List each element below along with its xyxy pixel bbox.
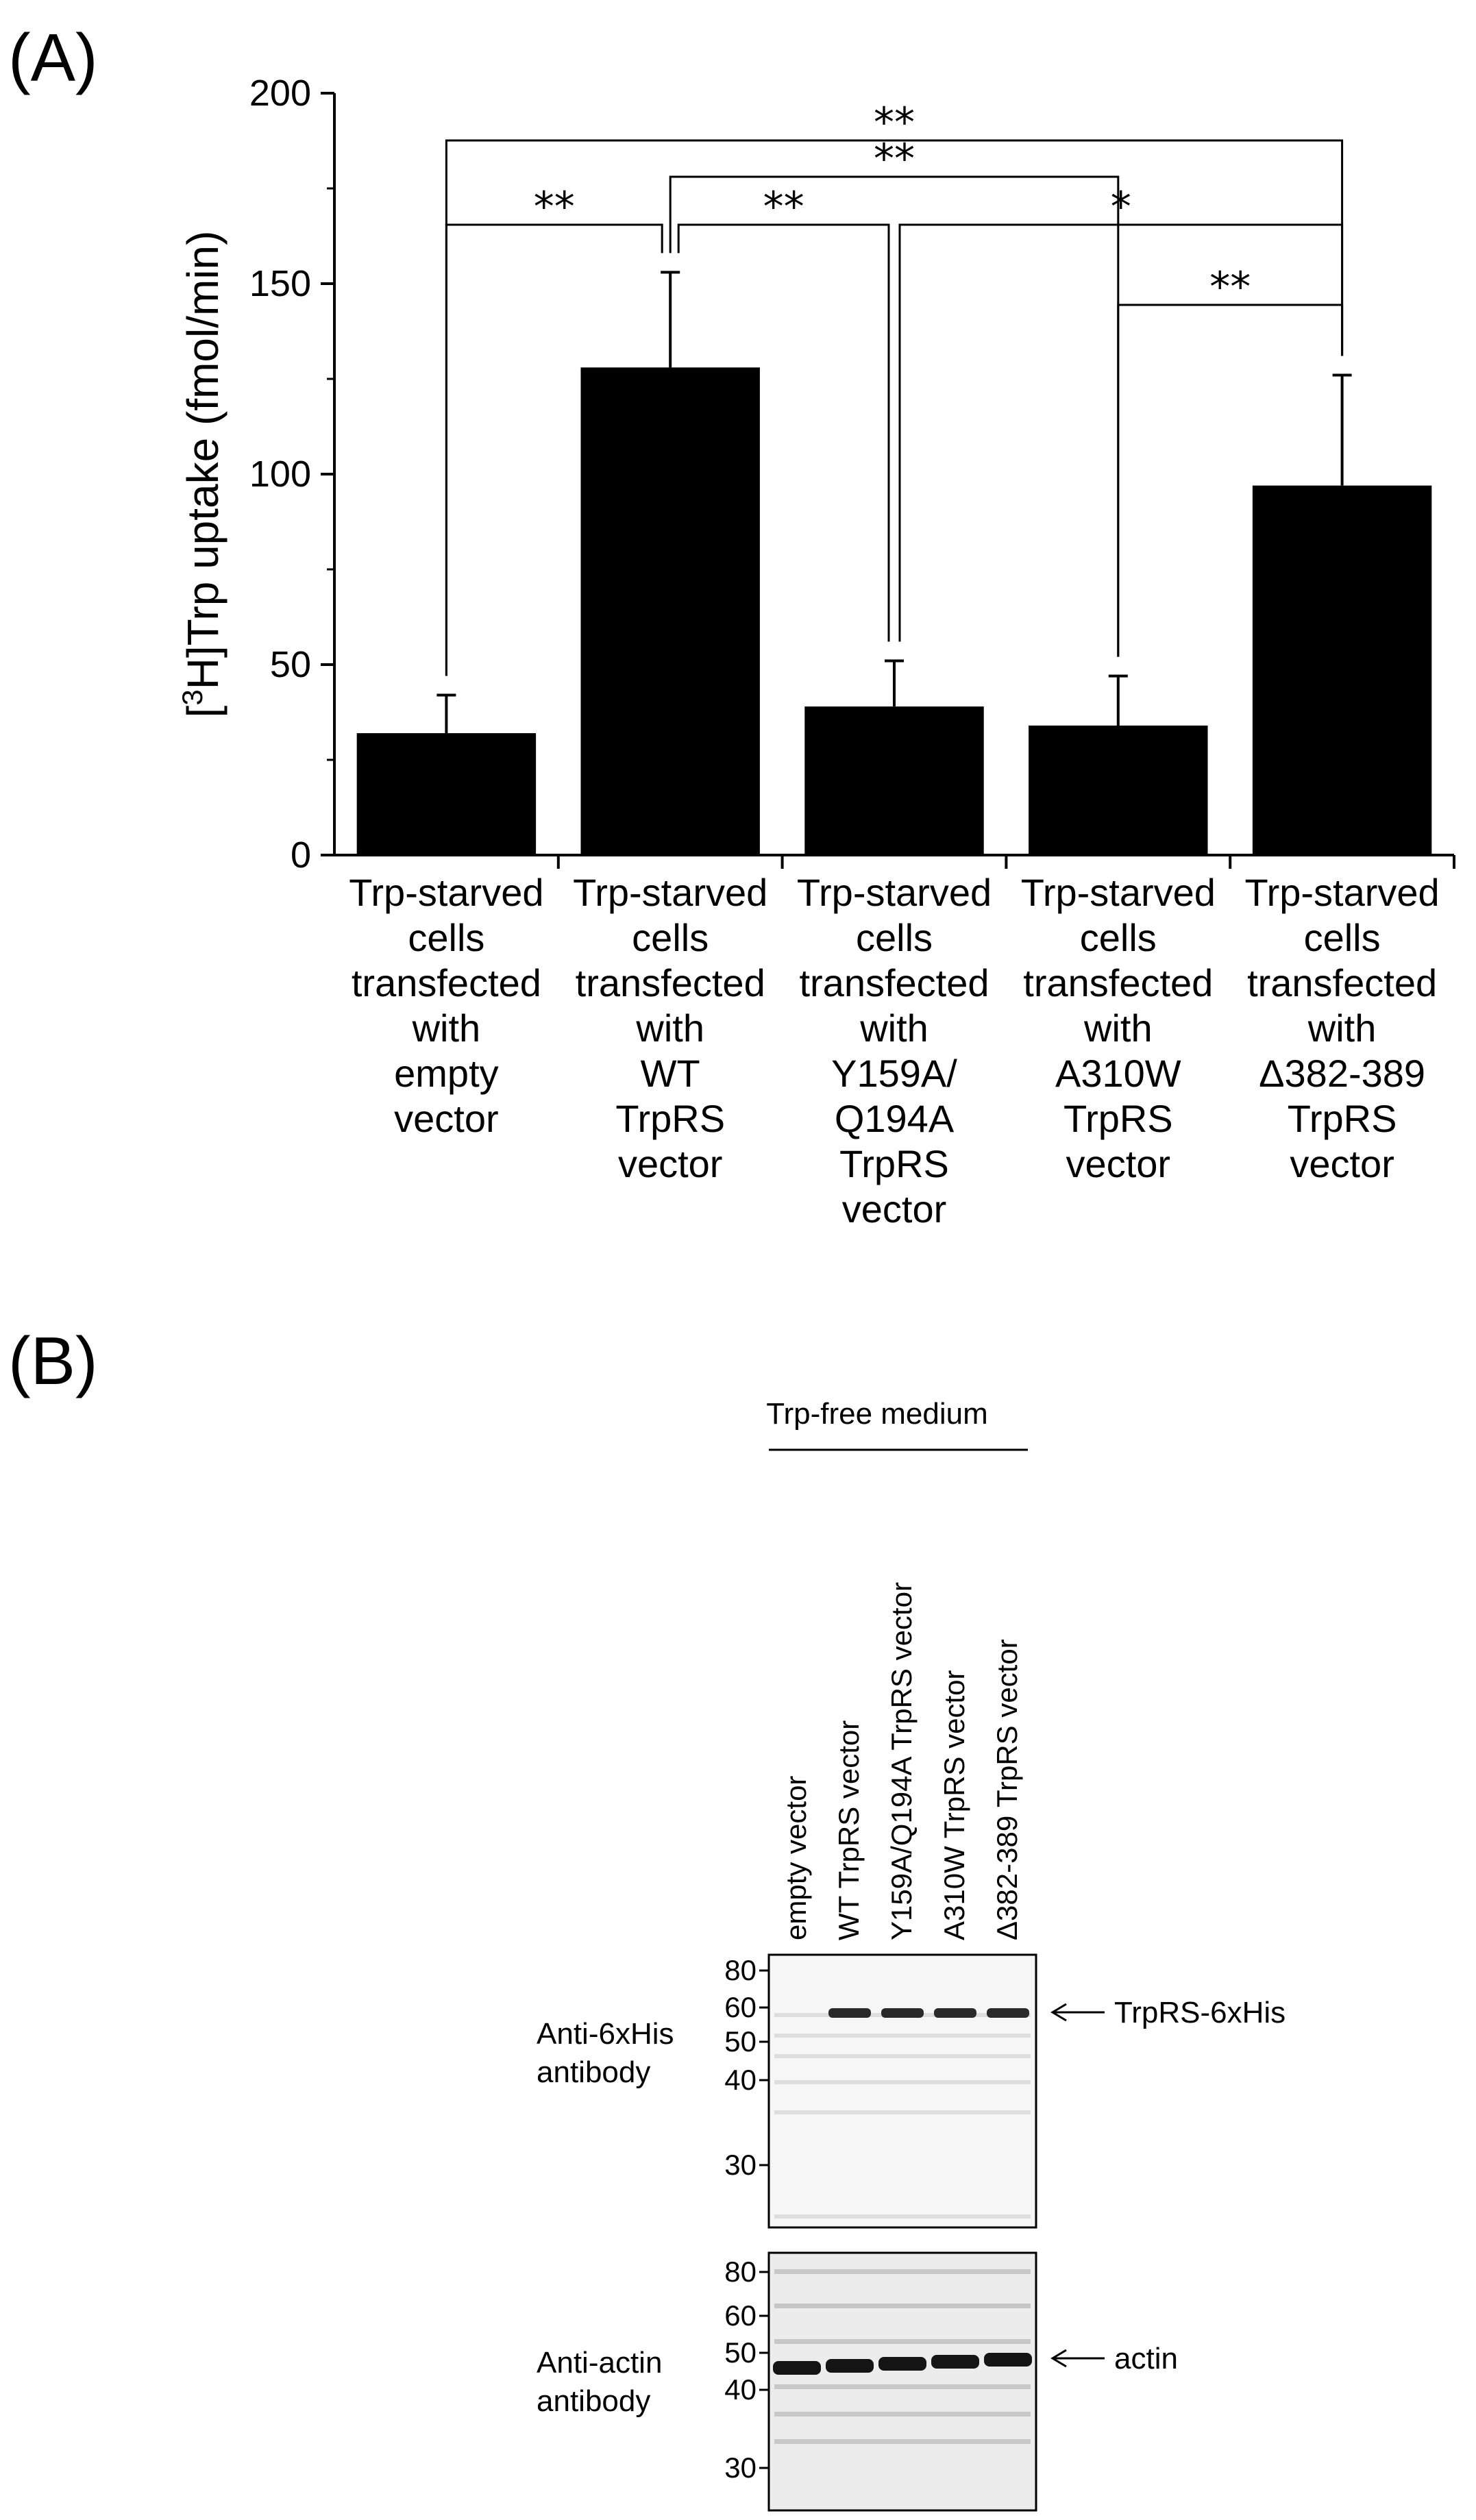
y-tick-label: 0 <box>291 835 311 876</box>
lane-label: Y159A/Q194A TrpRS vector <box>885 1582 918 1940</box>
mw-marker-label: 60 <box>724 1991 757 2023</box>
background-band <box>774 2110 1031 2114</box>
bar <box>1029 725 1208 855</box>
significance-brackets: ****** ** *** <box>445 99 1344 676</box>
panel-a-label: (A) <box>8 20 98 95</box>
lane-label: Δ382-389 TrpRS vector <box>991 1639 1023 1940</box>
x-category-label: Trp-starved cells transfected with A310W TrpR… <box>1021 871 1216 1185</box>
bars <box>356 367 1432 855</box>
actin-band-arrow <box>1050 2349 1105 2368</box>
y-axis-label: [3H]Trp uptake (fmol/min) <box>176 231 228 718</box>
mw-marker-label: 40 <box>724 2064 757 2096</box>
his-band <box>881 2008 924 2018</box>
bar <box>580 367 760 855</box>
actin-band-label: actin <box>1114 2342 1178 2375</box>
y-tick-label: 100 <box>249 454 311 495</box>
significance-bracket <box>677 223 890 642</box>
his-band-label: TrpRS-6xHis <box>1114 1996 1286 2029</box>
background-band <box>774 2384 1031 2389</box>
background-band <box>774 2054 1031 2058</box>
significance-label: ** <box>874 135 915 183</box>
significance-label: * <box>1111 183 1131 231</box>
significance-bracket <box>445 223 663 676</box>
x-category-label: Trp-starved cells transfected with WT TrpRS ve… <box>573 871 767 1185</box>
blot-header: Trp-free medium <box>766 1397 988 1431</box>
actin-band <box>878 2357 926 2371</box>
actin-blot-bands <box>773 2353 1032 2375</box>
actin-blot-label-line2: antibody <box>537 2384 650 2418</box>
background-band <box>774 2269 1031 2274</box>
his-blot-label-line1: Anti-6xHis <box>537 2017 674 2051</box>
x-category-labels: Trp-starved cells transfected with empty vect… <box>349 855 1455 1231</box>
y-tick-label: 200 <box>249 73 311 114</box>
background-band <box>774 2412 1031 2417</box>
actin-blot-background-bands <box>774 2269 1031 2444</box>
significance-label: ** <box>874 99 915 147</box>
y-ticks: 0 50 100 150 200 <box>249 73 334 876</box>
background-band <box>774 2214 1031 2219</box>
y-tick-label: 150 <box>249 263 311 304</box>
his-blot-label-line2: antibody <box>537 2055 650 2089</box>
mw-marker-label: 50 <box>724 2025 757 2058</box>
significance-bracket <box>898 223 1344 642</box>
x-category-label: Trp-starved cells transfected with empty vect… <box>349 871 543 1140</box>
significance-label: ** <box>1209 263 1251 311</box>
bar <box>804 706 984 855</box>
y-tick-label: 50 <box>270 644 311 685</box>
background-band <box>774 2034 1031 2038</box>
mw-marker-label: 50 <box>724 2336 757 2369</box>
his-band <box>828 2008 871 2018</box>
bar <box>356 733 537 855</box>
x-category-label: Trp-starved cells transfected with Y159A/Q19… <box>797 871 992 1231</box>
his-band <box>934 2008 976 2018</box>
background-band <box>774 2439 1031 2444</box>
mw-marker-label: 40 <box>724 2373 757 2406</box>
mw-marker-label: 30 <box>724 2451 757 2484</box>
background-band <box>774 2080 1031 2084</box>
x-category-label: Trp-starved cells transfected with Δ382-389 T… <box>1244 871 1439 1185</box>
background-band <box>774 2339 1031 2344</box>
actin-blot-membrane <box>767 2251 1037 2512</box>
panel-b-label: (B) <box>8 1323 98 1398</box>
actin-band <box>931 2355 979 2369</box>
mw-marker-label: 80 <box>724 2256 757 2288</box>
background-band <box>774 2303 1031 2308</box>
actin-band <box>773 2361 821 2375</box>
lane-label: WT TrpRS vector <box>833 1720 865 1940</box>
error-bars <box>436 271 1352 734</box>
actin-blot-label-line1: Anti-actin <box>537 2346 662 2380</box>
his-blot-bands <box>828 2008 1029 2018</box>
significance-label: ** <box>763 183 804 231</box>
lane-labels: empty vector WT TrpRS vector Y159A/Q194A T… <box>780 1582 1023 1940</box>
his-blot-membrane <box>767 1953 1037 2229</box>
lane-label: empty vector <box>780 1776 812 1940</box>
significance-bracket <box>1117 304 1344 657</box>
bar <box>1252 485 1432 855</box>
mw-marker-label: 80 <box>724 1954 757 1986</box>
lane-label: A310W TrpRS vector <box>938 1670 970 1940</box>
actin-band <box>984 2353 1032 2367</box>
mw-marker-label: 60 <box>724 2299 757 2332</box>
mw-marker-label: 30 <box>724 2149 757 2181</box>
significance-label: ** <box>534 183 575 231</box>
actin-blot-markers: 80 60 50 40 30 <box>724 2256 769 2484</box>
actin-band <box>826 2359 874 2373</box>
his-band-arrow <box>1050 2003 1105 2022</box>
his-band <box>987 2008 1029 2018</box>
western-blot: Trp-free medium empty vector WT TrpRS vec… <box>537 1397 1286 2512</box>
